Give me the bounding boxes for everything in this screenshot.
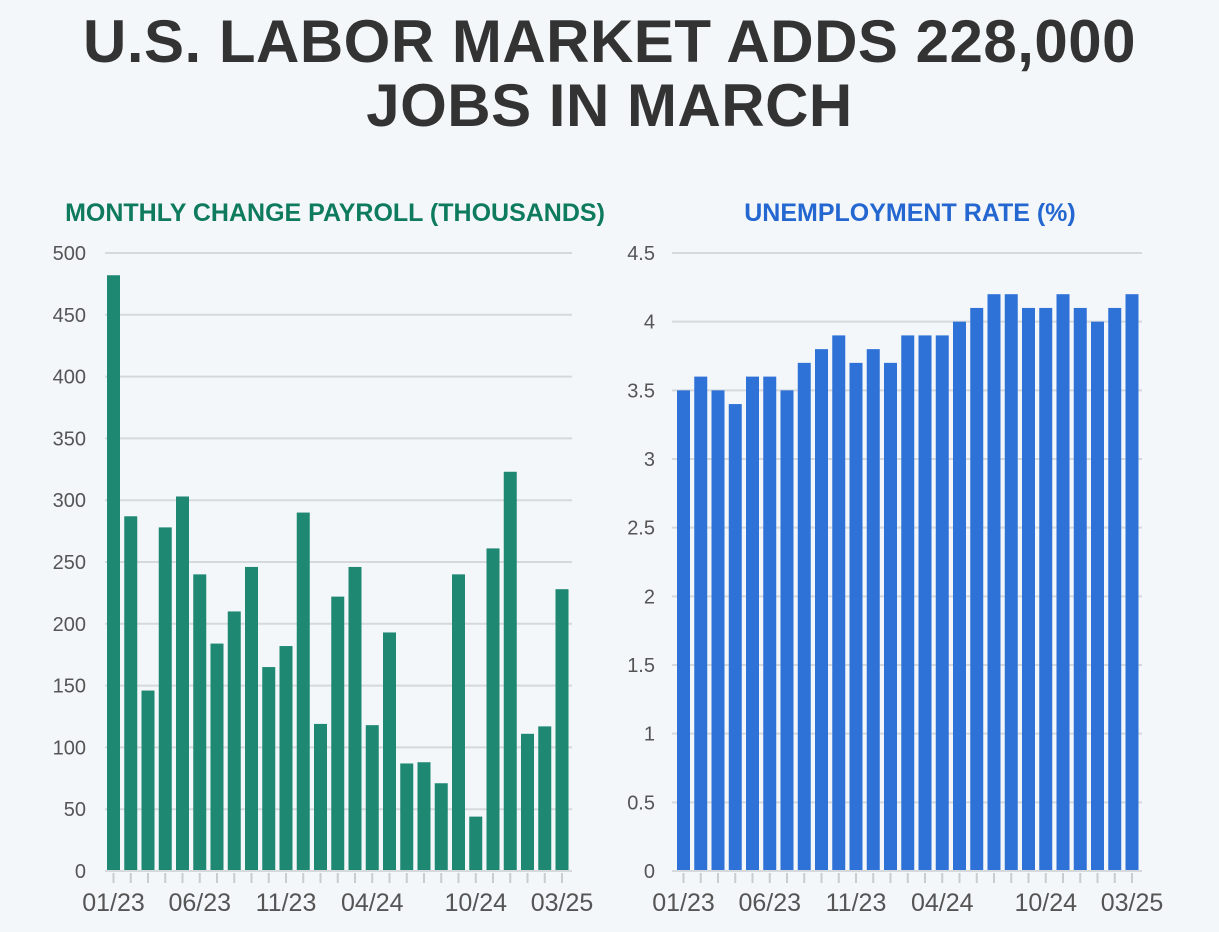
payroll-bar-11/23 bbox=[279, 646, 293, 871]
unemployment-bar-01/25 bbox=[1091, 321, 1104, 872]
payroll-bar-03/25 bbox=[555, 589, 569, 871]
payroll-bar-04/24 bbox=[365, 725, 379, 871]
payroll-bar-10/24 bbox=[469, 816, 483, 871]
unemployment-y-tick-label: 1.5 bbox=[627, 655, 655, 677]
payroll-bar-01/25 bbox=[521, 733, 534, 871]
payroll-y-tick-label: 200 bbox=[53, 614, 86, 636]
payroll-bar-02/24 bbox=[331, 596, 345, 871]
unemployment-bar-12/23 bbox=[866, 349, 880, 872]
unemployment-bar-08/23 bbox=[797, 362, 811, 871]
payroll-x-tick-label: 04/24 bbox=[341, 889, 404, 917]
unemployment-chart: 0 0.5 1 1.5 2 2.5 3 3.5 4 4.5 01/23 06/23 11/23 04/24… bbox=[627, 243, 1163, 917]
unemployment-bar-09/24 bbox=[1022, 307, 1035, 871]
unemployment-chart-title: UNEMPLOYMENT RATE (%) bbox=[744, 199, 1076, 227]
unemployment-bar-10/23 bbox=[832, 335, 846, 871]
payroll-chart: 0 50 100 150 200 250 300 350 400 450 500 01/23 06/23… bbox=[53, 243, 594, 917]
unemployment-bar-03/25 bbox=[1125, 294, 1139, 871]
payroll-bar-03/24 bbox=[348, 566, 362, 871]
payroll-bar-05/23 bbox=[176, 496, 189, 871]
unemployment-x-tick-label: 04/24 bbox=[911, 889, 974, 917]
unemployment-bar-01/23 bbox=[677, 390, 690, 871]
unemployment-x-tick-label: 06/23 bbox=[738, 889, 801, 917]
payroll-bar-07/24 bbox=[417, 762, 431, 871]
payroll-x-tick-label: 06/23 bbox=[168, 889, 231, 917]
unemployment-bar-05/23 bbox=[746, 376, 759, 871]
payroll-bar-01/24 bbox=[314, 723, 327, 871]
payroll-bar-12/24 bbox=[503, 471, 517, 871]
unemployment-bar-08/24 bbox=[1004, 294, 1018, 871]
payroll-bar-09/24 bbox=[452, 574, 465, 871]
unemployment-bar-02/23 bbox=[694, 376, 708, 871]
unemployment-bar-02/25 bbox=[1108, 307, 1122, 871]
unemployment-bar-06/24 bbox=[970, 307, 984, 871]
unemployment-bar-01/24 bbox=[884, 362, 897, 871]
payroll-y-tick-label: 250 bbox=[53, 552, 86, 574]
unemployment-bar-11/24 bbox=[1056, 294, 1070, 871]
main-title-line-2: JOBS IN MARCH bbox=[366, 72, 853, 139]
payroll-x-tick-label: 10/24 bbox=[444, 889, 507, 917]
unemployment-bar-02/24 bbox=[901, 335, 915, 871]
payroll-bar-08/24 bbox=[434, 783, 448, 871]
unemployment-bar-04/23 bbox=[728, 404, 742, 871]
payroll-bar-07/23 bbox=[210, 643, 224, 871]
payroll-x-tick-label: 03/25 bbox=[531, 889, 594, 917]
unemployment-bar-06/23 bbox=[763, 376, 777, 871]
unemployment-x-tick-label: 01/23 bbox=[652, 889, 715, 917]
payroll-bar-08/23 bbox=[227, 611, 241, 871]
unemployment-bar-10/24 bbox=[1039, 307, 1053, 871]
unemployment-bar-09/23 bbox=[815, 349, 828, 872]
unemployment-y-tick-label: 0.5 bbox=[627, 792, 655, 814]
unemployment-bar-12/24 bbox=[1073, 307, 1087, 871]
payroll-y-tick-label: 150 bbox=[53, 676, 86, 698]
payroll-bar-06/23 bbox=[193, 574, 207, 871]
payroll-x-tick-label: 11/23 bbox=[256, 889, 317, 917]
payroll-bar-11/24 bbox=[486, 548, 500, 871]
unemployment-y-tick-label: 4.5 bbox=[627, 243, 655, 265]
unemployment-y-tick-label: 0 bbox=[644, 861, 655, 883]
unemployment-x-tick-label: 10/24 bbox=[1014, 889, 1077, 917]
unemployment-y-tick-label: 1 bbox=[644, 724, 655, 746]
payroll-bar-05/24 bbox=[383, 632, 396, 871]
payroll-bar-04/23 bbox=[158, 527, 172, 871]
payroll-bar-01/23 bbox=[107, 275, 120, 871]
payroll-bar-10/23 bbox=[262, 667, 276, 871]
payroll-y-tick-label: 50 bbox=[64, 799, 86, 821]
payroll-bar-02/23 bbox=[124, 516, 138, 871]
payroll-chart-title: MONTHLY CHANGE PAYROLL (THOUSANDS) bbox=[65, 199, 605, 227]
payroll-bar-03/23 bbox=[141, 690, 155, 871]
unemployment-y-tick-label: 3 bbox=[644, 449, 655, 471]
payroll-y-tick-label: 100 bbox=[53, 737, 86, 759]
payroll-y-tick-label: 500 bbox=[53, 243, 86, 265]
payroll-bar-02/25 bbox=[538, 726, 552, 871]
main-title: U.S. LABOR MARKET ADDS 228,000 JOBS IN M… bbox=[0, 10, 1219, 138]
unemployment-y-tick-label: 2.5 bbox=[627, 518, 655, 540]
unemployment-bar-07/24 bbox=[987, 294, 1001, 871]
payroll-y-tick-label: 0 bbox=[75, 861, 86, 883]
unemployment-bar-04/24 bbox=[935, 335, 949, 871]
unemployment-y-tick-label: 3.5 bbox=[627, 380, 655, 402]
unemployment-y-tick-label: 2 bbox=[644, 586, 655, 608]
payroll-x-tick-label: 01/23 bbox=[82, 889, 145, 917]
unemployment-bar-11/23 bbox=[849, 362, 863, 871]
payroll-bar-09/23 bbox=[245, 566, 258, 871]
unemployment-bar-03/24 bbox=[918, 335, 932, 871]
payroll-bar-12/23 bbox=[296, 512, 310, 871]
payroll-y-tick-label: 400 bbox=[53, 367, 86, 389]
unemployment-bar-03/23 bbox=[711, 390, 725, 871]
unemployment-y-tick-label: 4 bbox=[644, 312, 655, 334]
main-title-line-1: U.S. LABOR MARKET ADDS 228,000 bbox=[83, 8, 1136, 75]
payroll-bar-06/24 bbox=[400, 763, 414, 871]
payroll-y-tick-label: 450 bbox=[53, 305, 86, 327]
unemployment-x-tick-label: 03/25 bbox=[1101, 889, 1164, 917]
unemployment-bar-07/23 bbox=[780, 390, 794, 871]
payroll-y-tick-label: 350 bbox=[53, 428, 86, 450]
unemployment-x-tick-label: 11/23 bbox=[826, 889, 887, 917]
payroll-y-tick-label: 300 bbox=[53, 490, 86, 512]
unemployment-bar-05/24 bbox=[953, 321, 966, 872]
